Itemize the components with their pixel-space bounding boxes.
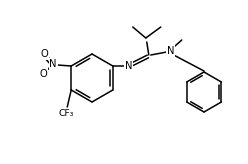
Text: N: N bbox=[49, 59, 57, 69]
Text: N: N bbox=[167, 46, 175, 56]
Text: N: N bbox=[125, 61, 132, 71]
Text: CF₃: CF₃ bbox=[59, 110, 74, 119]
Text: O: O bbox=[40, 49, 48, 59]
Text: O: O bbox=[39, 69, 47, 79]
